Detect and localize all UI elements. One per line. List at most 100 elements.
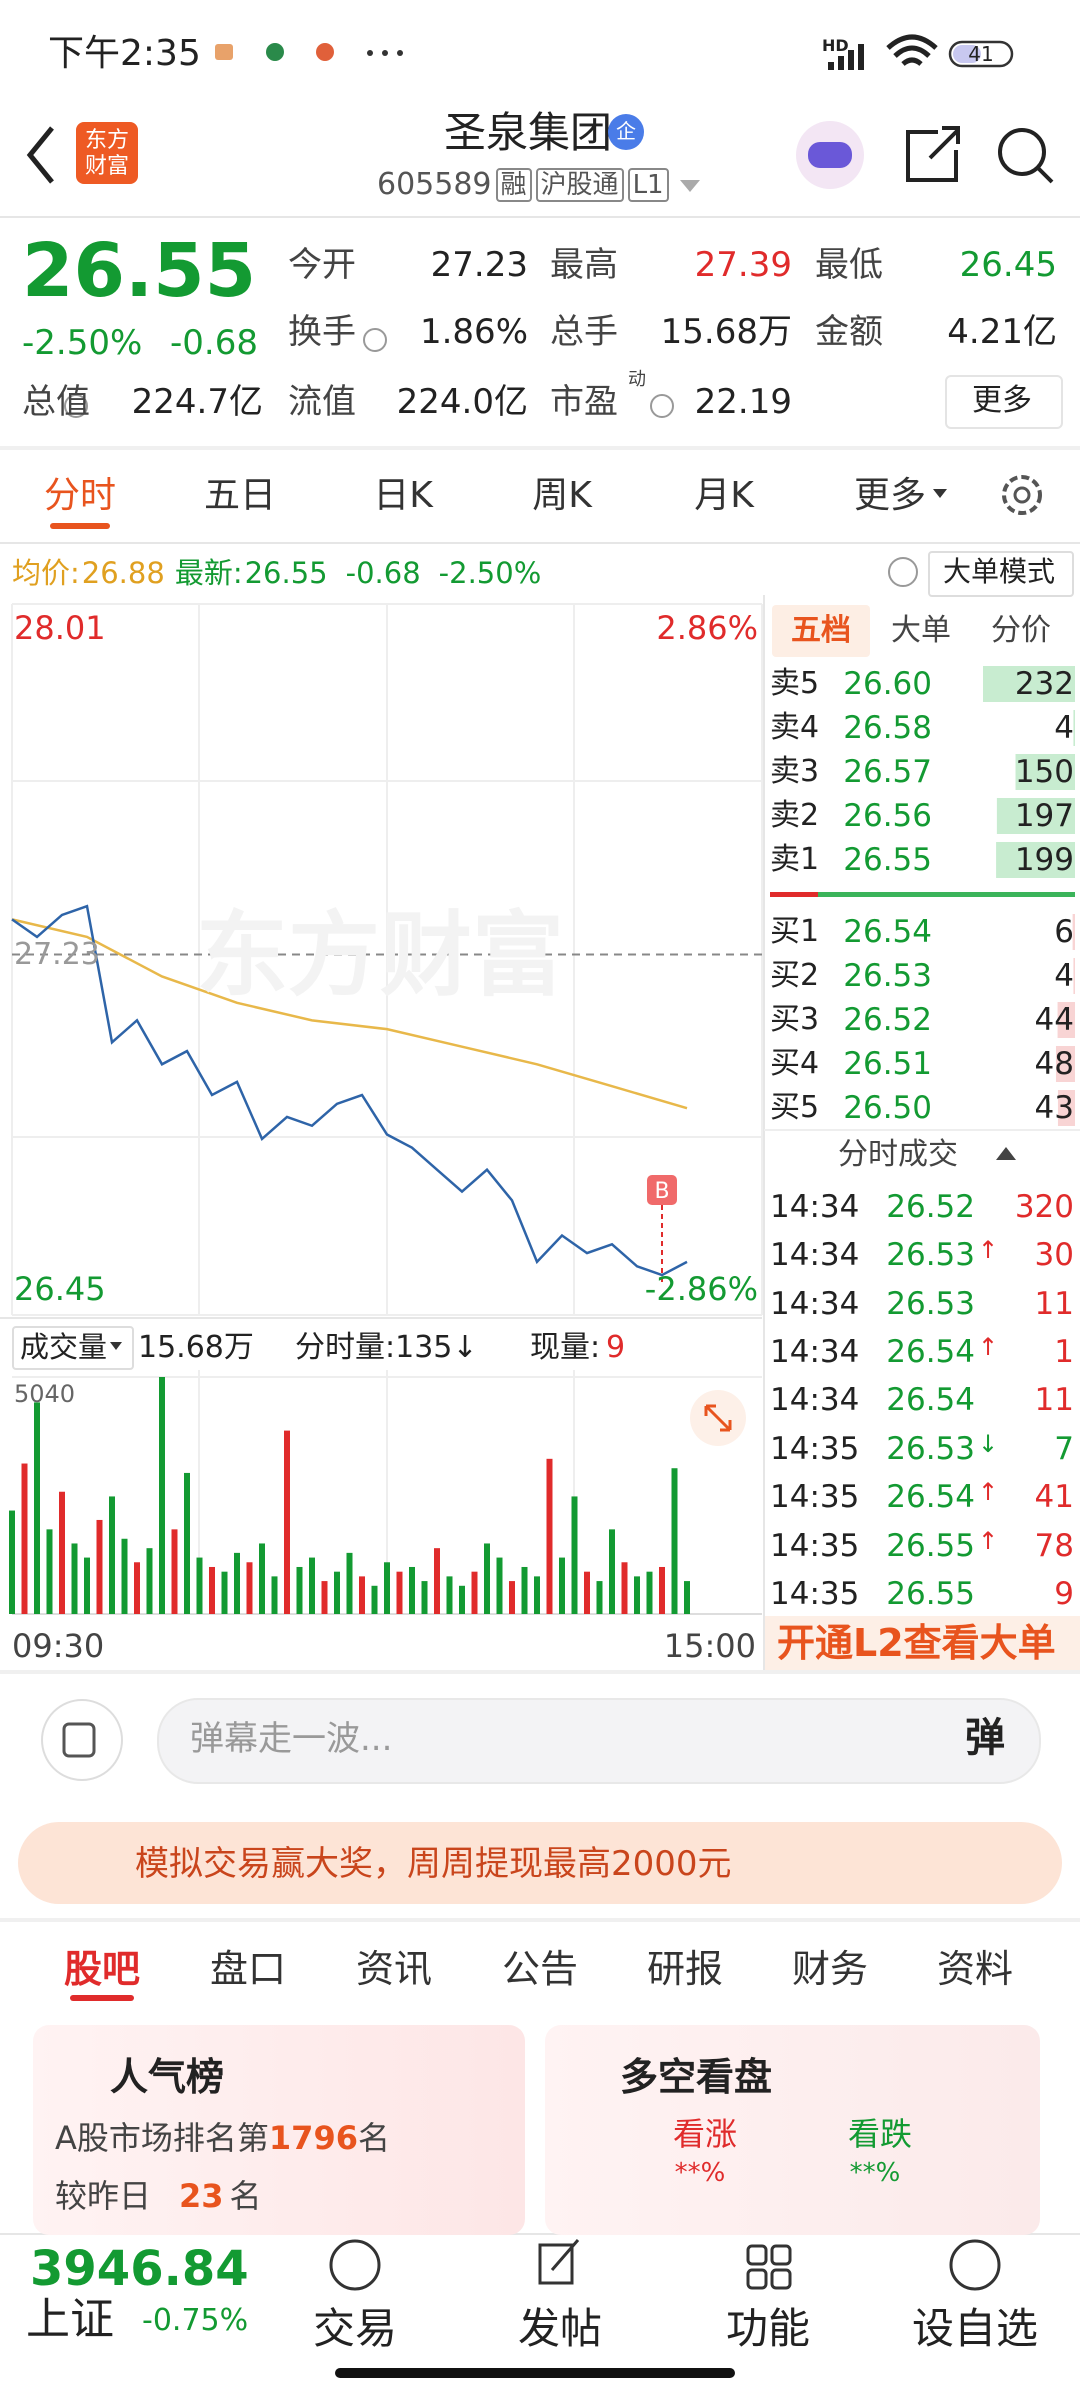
volume-bar — [434, 1548, 440, 1614]
nav-label[interactable]: 功能 — [725, 2304, 811, 2353]
volume-bar — [246, 1562, 253, 1614]
period-tab[interactable]: 五日 — [203, 475, 277, 516]
bull-label[interactable]: 看涨 — [672, 2115, 738, 2153]
volume-bar — [609, 1529, 615, 1614]
volume-bar — [121, 1538, 128, 1614]
more-button[interactable] — [945, 375, 1063, 429]
content-tab[interactable]: 研报 — [646, 1947, 724, 1991]
trades-arrow — [996, 1147, 1016, 1160]
period-tab[interactable]: 日K — [373, 475, 433, 516]
rank-change: 23 — [179, 2177, 224, 2215]
book-price: 26.54 — [843, 914, 932, 950]
nav-label[interactable]: 设自选 — [911, 2304, 1039, 2353]
trade-time: 14:35 — [770, 1431, 860, 1467]
period-tab[interactable]: 月K — [694, 475, 754, 516]
watermark: 东方财富 — [195, 902, 565, 1009]
bear-label[interactable]: 看跌 — [847, 2115, 913, 2153]
content-tab[interactable]: 股吧 — [63, 1947, 141, 1991]
period-tab[interactable]: 更多 — [853, 475, 927, 516]
volume-selector[interactable] — [12, 1326, 134, 1370]
dropdown-icon — [680, 180, 700, 192]
volume-bar — [671, 1468, 678, 1614]
content-tab[interactable]: 盘口 — [209, 1947, 287, 1991]
stock-tag: 融 — [495, 168, 532, 202]
volume-bar — [621, 1562, 628, 1614]
pct-min-label: -2.86% — [644, 1270, 758, 1308]
status-dots — [367, 50, 373, 56]
tab-dropdown — [933, 489, 947, 498]
content-tab[interactable]: 财务 — [791, 1947, 869, 1991]
volume-bar — [109, 1496, 115, 1614]
book-price: 26.60 — [843, 666, 932, 702]
danmaku-settings-icon — [62, 1722, 96, 1758]
danmaku-toggle[interactable]: 弹 — [965, 1715, 1005, 1761]
expand-icon — [704, 1404, 732, 1432]
section-gap — [0, 446, 1080, 450]
field-label: 总手 — [550, 312, 618, 352]
volume-bar — [309, 1557, 315, 1614]
badge — [608, 114, 644, 150]
volume-bar — [359, 1576, 365, 1614]
book-tab[interactable]: 分价 — [991, 613, 1051, 648]
rank-change-row: 较昨日 23 名 — [55, 2180, 262, 2212]
stock-tag: 沪股通 — [535, 168, 624, 202]
volume-bar — [234, 1552, 240, 1614]
l2-banner[interactable] — [765, 1616, 1080, 1670]
field-value: 224.0亿 — [396, 382, 528, 422]
volume-bar — [59, 1491, 65, 1614]
book-label: 买5 — [770, 1090, 820, 1125]
change-amount: -0.68 — [170, 323, 258, 363]
period-tab[interactable]: 分时 — [43, 475, 117, 516]
popularity-card[interactable] — [33, 2025, 525, 2235]
sentiment-card[interactable] — [545, 2025, 1040, 2235]
trade-arrow: ↓ — [978, 1430, 999, 1458]
battery — [948, 40, 1014, 68]
book-tab[interactable]: 五档 — [791, 613, 851, 648]
content-tab[interactable]: 公告 — [501, 1947, 579, 1991]
volume-bar — [484, 1543, 490, 1614]
nav-label[interactable]: 发帖 — [517, 2304, 603, 2353]
battery-level-text: 41 — [968, 42, 994, 66]
field-value: 1.86% — [419, 312, 528, 352]
promo-banner[interactable] — [18, 1822, 1062, 1904]
volume-max-label: 5040 — [14, 1380, 76, 1408]
rank-change-prefix: 较昨日 — [55, 2177, 152, 2215]
volume-bar — [159, 1377, 165, 1614]
trade-time: 14:34 — [770, 1189, 860, 1225]
book-tab[interactable]: 大单 — [891, 613, 951, 648]
depth-bar — [1073, 958, 1075, 994]
trade-time: 14:35 — [770, 1479, 860, 1515]
mode-button[interactable] — [928, 551, 1074, 597]
logo-text: 东方 — [84, 128, 130, 153]
status-icon — [215, 44, 233, 60]
search-icon — [1036, 166, 1054, 184]
signal-bar — [838, 56, 844, 70]
danmaku-input[interactable] — [157, 1698, 1041, 1784]
rank-prefix: A股市场排名第 — [55, 2119, 269, 2157]
volume-bar — [196, 1557, 203, 1614]
settings-icon — [1002, 475, 1042, 515]
trade-price: 26.54 — [886, 1479, 975, 1515]
book-volume: 43 — [1034, 1090, 1074, 1126]
content-tab[interactable]: 资讯 — [355, 1947, 433, 1991]
trade-marker-text: B — [654, 1179, 669, 1204]
prev-close-label: 27.23 — [14, 936, 100, 972]
volume-bar — [96, 1519, 103, 1614]
book-volume: 197 — [1014, 798, 1074, 834]
nav-label[interactable]: 交易 — [312, 2304, 398, 2353]
volume-bar — [84, 1557, 90, 1614]
field-value: 15.68万 — [660, 312, 792, 352]
trade-volume: 11 — [1034, 1382, 1074, 1418]
status-hd: HD — [822, 36, 849, 55]
stock-tag: L1 — [627, 168, 669, 202]
volume-bar — [384, 1562, 390, 1614]
avg-line — [11, 918, 688, 1110]
trade-price: 26.53 — [886, 1431, 975, 1467]
book-volume: 44 — [1034, 1002, 1074, 1038]
period-tab[interactable]: 周K — [532, 475, 592, 516]
book-price: 26.55 — [843, 842, 932, 878]
volume-bar — [509, 1581, 515, 1614]
content-tab[interactable]: 资料 — [936, 1947, 1014, 1991]
section-gap — [0, 1670, 1080, 1674]
